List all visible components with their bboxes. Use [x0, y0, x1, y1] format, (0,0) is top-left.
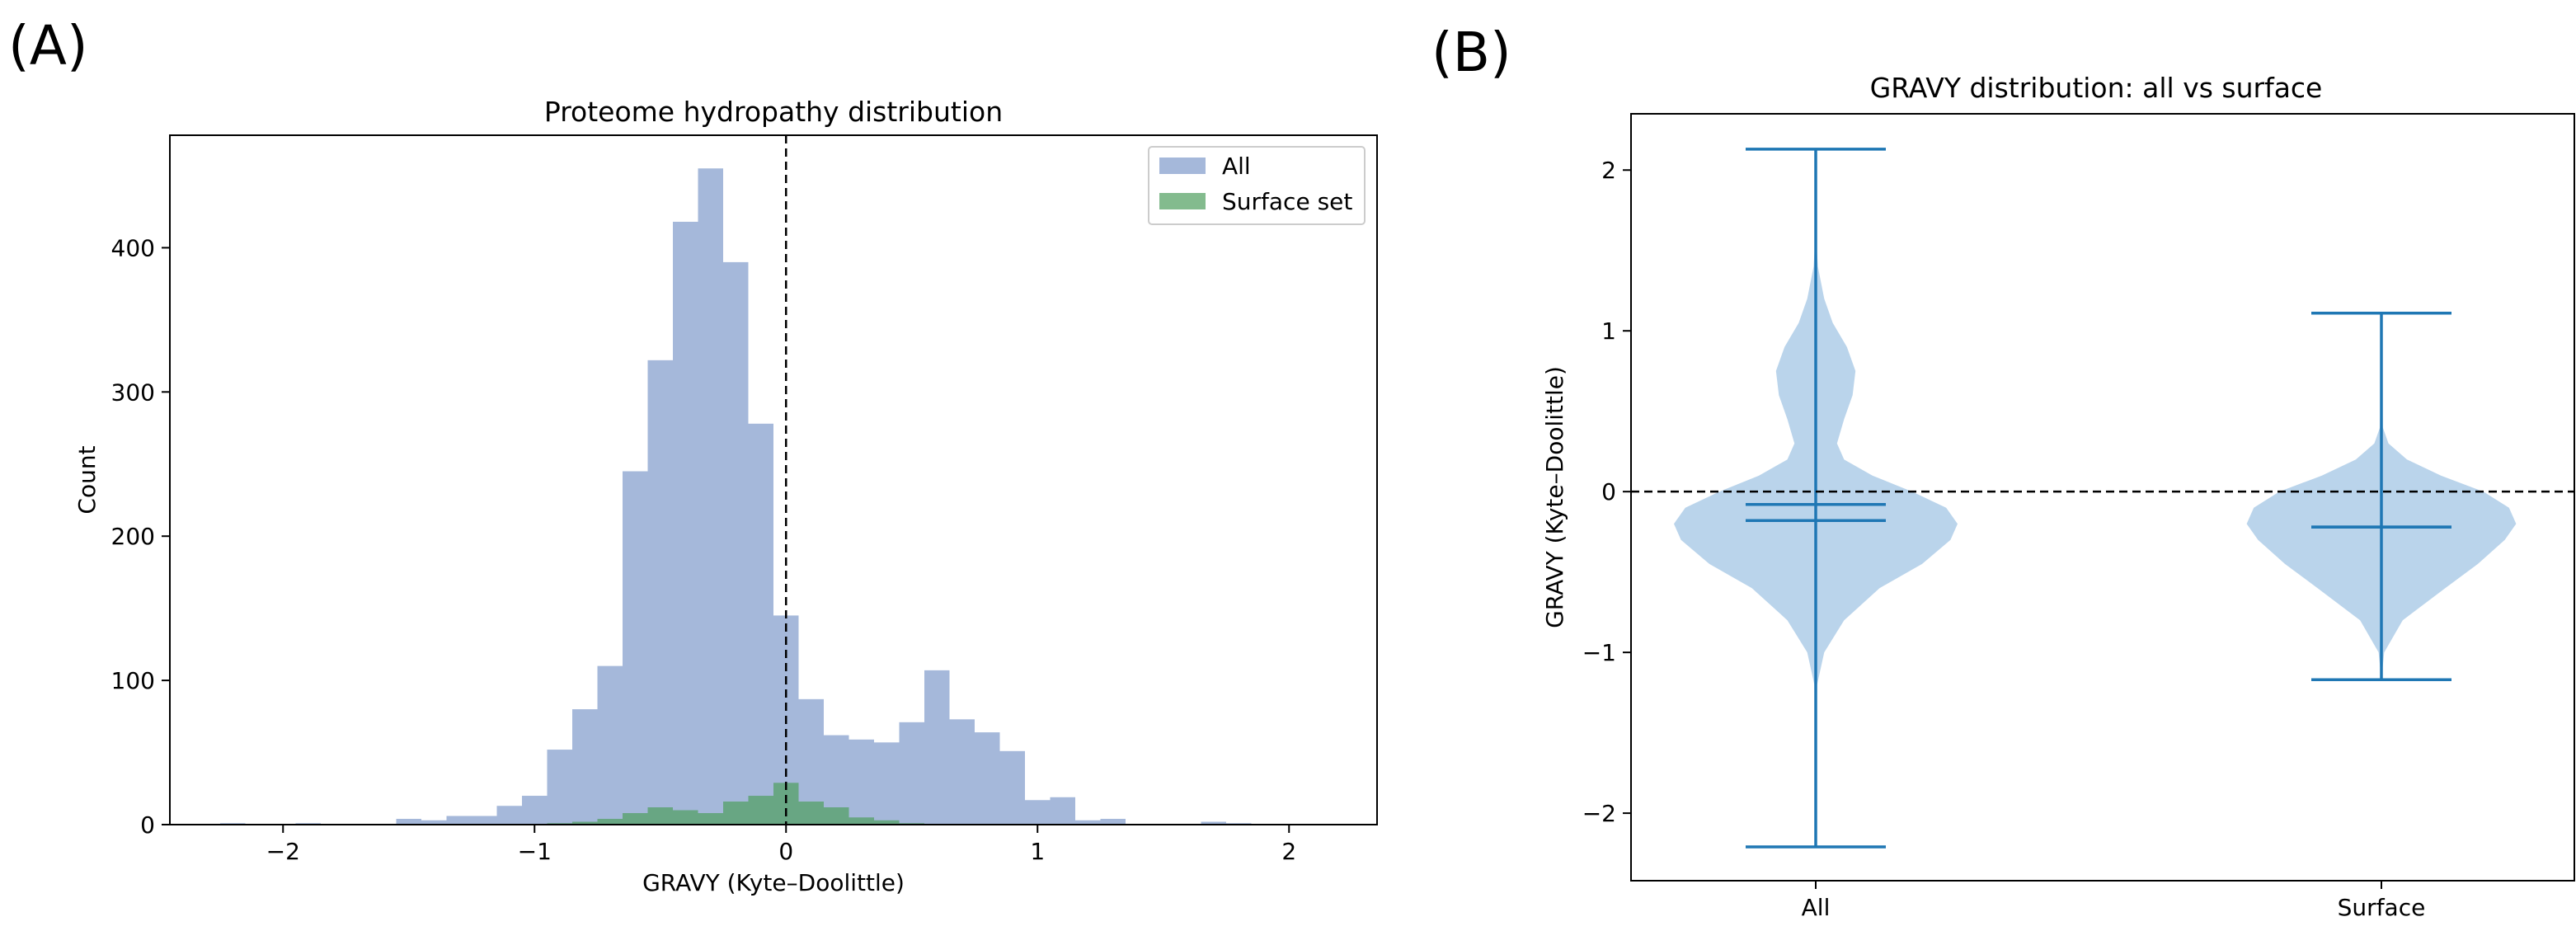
hist-bar-surface-set: [673, 810, 698, 825]
y-tick-label: −1: [1582, 639, 1616, 666]
hist-bar-surface-set: [623, 813, 648, 825]
hist-bar-all: [1100, 819, 1126, 825]
legend-swatch-surface-set: [1159, 193, 1206, 209]
y-tick-label: 0: [1601, 478, 1616, 505]
violin-y-axis-label: GRAVY (Kyte–Doolittle): [1541, 366, 1568, 628]
legend-swatch-all: [1159, 158, 1206, 174]
x-tick-label: 0: [778, 838, 793, 865]
hist-bar-all: [924, 670, 950, 825]
hist-bar-all: [1050, 797, 1075, 825]
histogram-legend: All Surface set: [1148, 146, 1366, 225]
hist-bar-surface-set: [597, 819, 623, 825]
hist-bar-all: [949, 719, 975, 825]
histogram-plot-area: [169, 134, 1378, 825]
hist-bar-surface-set: [723, 802, 749, 825]
histogram-x-ticks: −2 −1 0 1 2: [266, 825, 1296, 865]
hist-bar-all: [572, 709, 598, 825]
hist-bar-all: [848, 739, 874, 825]
hist-bar-all: [496, 806, 522, 825]
x-tick-label: −1: [518, 838, 552, 865]
hist-bar-all: [446, 816, 472, 825]
x-tick-label: 2: [1281, 838, 1296, 865]
hist-bar-all: [874, 742, 900, 825]
hist-bar-all: [975, 732, 1000, 825]
hist-bar-all: [1025, 800, 1051, 825]
hist-bar-all: [522, 796, 548, 825]
y-tick-label: 400: [111, 234, 155, 261]
hist-bar-all: [723, 261, 749, 825]
hist-bar-all: [673, 221, 698, 825]
hist-bar-all: [396, 819, 421, 825]
hist-bar-all: [1075, 820, 1101, 825]
violin-title: GRAVY distribution: all vs surface: [1870, 72, 2323, 104]
hist-bar-all: [1201, 821, 1226, 825]
hist-bar-all: [547, 750, 572, 825]
panel-b-label: (B): [1431, 21, 1511, 84]
x-tick-label-all: All: [1802, 894, 1831, 921]
x-tick-label: 1: [1030, 838, 1045, 865]
hist-bar-all: [698, 168, 723, 825]
hist-bar-all: [421, 820, 447, 825]
histogram-y-axis-label: Count: [73, 445, 101, 514]
hist-bar-all: [899, 722, 924, 825]
panel-a-label: (A): [8, 14, 88, 78]
y-tick-label: 100: [111, 667, 155, 694]
hist-bar-surface-set: [572, 821, 598, 825]
y-tick-label: 300: [111, 379, 155, 406]
violin-plot-area: [1630, 113, 2575, 882]
y-tick-label: 200: [111, 523, 155, 550]
hist-bar-surface-set: [647, 807, 673, 825]
hist-bar-surface-set: [698, 813, 723, 825]
x-tick-label: −2: [266, 838, 300, 865]
legend-label-surface-set: Surface set: [1222, 188, 1352, 215]
hist-bar-all: [999, 750, 1025, 825]
violin-y-ticks: −2 −1 0 1 2: [1582, 157, 1631, 827]
histogram-x-axis-label: GRAVY (Kyte–Doolittle): [642, 869, 905, 896]
hist-bar-surface-set: [848, 817, 874, 825]
hist-bar-all: [748, 423, 773, 825]
hist-bar-surface-set: [798, 802, 824, 825]
histogram-y-ticks: 0 100 200 300 400: [111, 234, 170, 839]
hist-bar-surface-set: [824, 807, 849, 825]
y-tick-label: −2: [1582, 800, 1616, 827]
hist-bar-surface-set: [874, 820, 900, 825]
y-tick-label: 0: [140, 811, 155, 839]
hist-bar-all: [597, 665, 623, 825]
legend-label-all: All: [1222, 153, 1251, 180]
hist-bar-all: [623, 471, 648, 825]
histogram-bars: [220, 168, 1252, 825]
y-tick-label: 2: [1601, 157, 1616, 184]
hist-bar-all: [472, 816, 497, 825]
hist-bar-surface-set: [748, 796, 773, 825]
violin-bodies: [1674, 148, 2517, 849]
histogram-title: Proteome hydropathy distribution: [544, 96, 1003, 128]
violin-x-ticks: All Surface: [1802, 881, 2426, 921]
x-tick-label-surface: Surface: [2338, 894, 2426, 921]
hist-bar-all: [647, 360, 673, 825]
y-tick-label: 1: [1601, 317, 1616, 345]
